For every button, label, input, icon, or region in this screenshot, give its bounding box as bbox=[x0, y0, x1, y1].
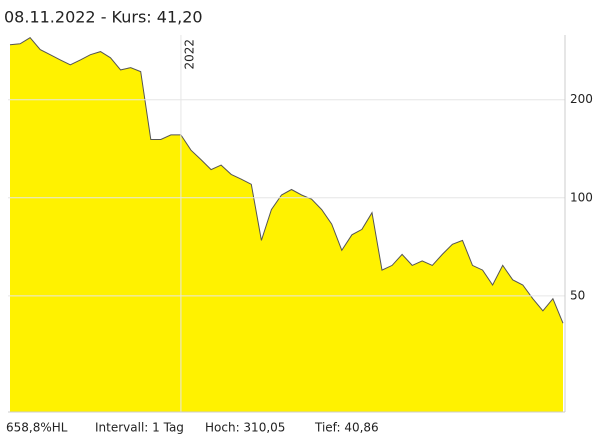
stat-label: Hoch: 310,05 bbox=[205, 421, 285, 435]
stat-label: Intervall: 1 Tag bbox=[95, 421, 184, 435]
area bbox=[10, 37, 563, 412]
stat-label: Tief: 40,86 bbox=[314, 421, 379, 435]
line bbox=[9, 37, 564, 324]
y-tick-label: 100 bbox=[570, 190, 593, 204]
x-tick-label: 2022 bbox=[182, 39, 196, 70]
y-tick-label: 50 bbox=[570, 288, 585, 302]
chart-title: 08.11.2022 - Kurs: 41,20 bbox=[4, 8, 203, 27]
stat-label: 658,8%HL bbox=[6, 421, 68, 435]
y-tick-label: 200 bbox=[570, 92, 593, 106]
